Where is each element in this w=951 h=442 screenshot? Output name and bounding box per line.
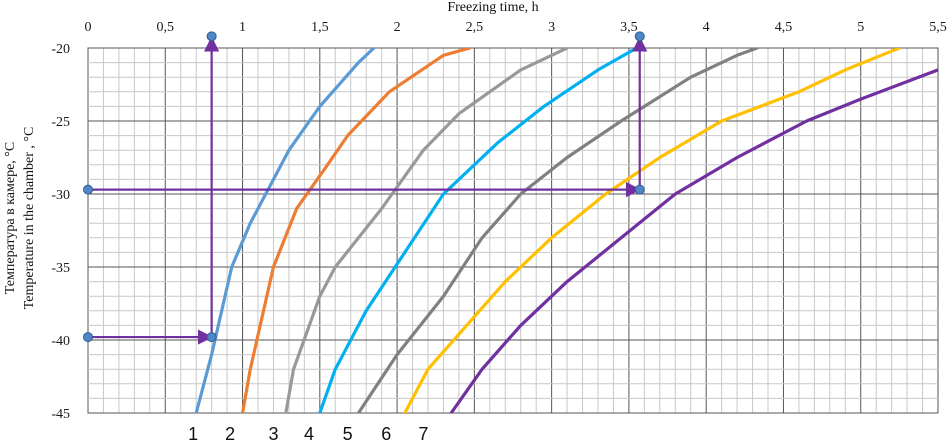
x-tick-label: 1,5 xyxy=(311,20,329,35)
curve-label-5: 5 xyxy=(343,424,353,442)
y-tick-label: -40 xyxy=(51,334,70,349)
curve-label-3: 3 xyxy=(268,424,278,442)
curve-label-4: 4 xyxy=(304,424,314,442)
x-tick-label: 4,5 xyxy=(775,20,793,35)
curve-label-2: 2 xyxy=(225,424,235,442)
annotation-marker xyxy=(206,31,217,42)
y-tick-label: -20 xyxy=(51,42,70,57)
x-tick-label: 0,5 xyxy=(157,20,175,35)
annotation-marker xyxy=(83,332,93,343)
x-tick-label: 5,5 xyxy=(929,20,947,35)
series-group xyxy=(194,48,938,413)
x-tick-label: 2,5 xyxy=(466,20,484,35)
x-tick-label: 4 xyxy=(703,20,710,35)
series-line-4 xyxy=(318,48,639,413)
y-tick-label: -30 xyxy=(51,188,70,203)
annotation-marker xyxy=(83,184,93,195)
annotation-marker xyxy=(634,184,645,195)
x-tick-label: 2 xyxy=(394,20,401,35)
grid xyxy=(87,47,939,414)
x-tick-label: 3,5 xyxy=(620,20,638,35)
x-axis-title: Freezing time, h xyxy=(447,0,538,15)
series-line-6 xyxy=(403,48,901,413)
x-tick-label: 0 xyxy=(85,20,92,35)
series-line-5 xyxy=(356,48,759,413)
plot-area xyxy=(87,47,939,414)
x-tick-label: 3 xyxy=(548,20,555,35)
annotation-marker xyxy=(634,31,645,42)
y-tick-label: -25 xyxy=(51,115,70,130)
y-tick-label: -45 xyxy=(51,407,70,422)
curve-label-6: 6 xyxy=(381,424,391,442)
tick-labels: 0 0,5 1 1,5 2 2,5 3 3,5 4 4,5 5 5,5 -20 -25 -30 -35 -40 -… xyxy=(51,20,946,422)
curve-label-1: 1 xyxy=(188,424,198,442)
series-line-1 xyxy=(194,48,376,413)
y-axis-title-ru: Температура в камере, °C xyxy=(3,142,18,294)
y-axis-title-en: Temperature in the chamber , °C xyxy=(22,127,37,310)
x-tick-label: 1 xyxy=(239,20,246,35)
annotation-arrows xyxy=(83,31,648,345)
series-line-7 xyxy=(449,68,938,413)
curve-labels: 1 2 3 4 5 6 7 xyxy=(188,424,428,442)
x-tick-label: 5 xyxy=(857,20,864,35)
series-line-2 xyxy=(240,48,472,413)
y-tick-label: -35 xyxy=(51,261,70,276)
annotation-marker xyxy=(206,332,217,343)
series-line-3 xyxy=(284,48,569,413)
curve-label-7: 7 xyxy=(418,424,428,442)
